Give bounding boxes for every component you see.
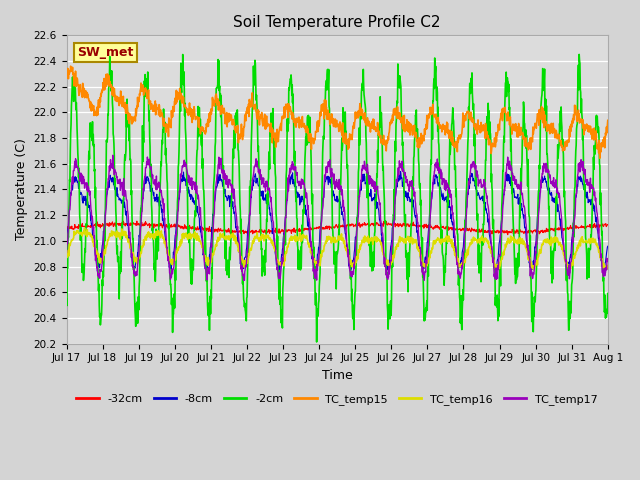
- Legend: -32cm, -8cm, -2cm, TC_temp15, TC_temp16, TC_temp17: -32cm, -8cm, -2cm, TC_temp15, TC_temp16,…: [72, 389, 602, 409]
- Text: SW_met: SW_met: [77, 46, 134, 59]
- Y-axis label: Temperature (C): Temperature (C): [15, 139, 28, 240]
- Title: Soil Temperature Profile C2: Soil Temperature Profile C2: [234, 15, 441, 30]
- X-axis label: Time: Time: [322, 369, 353, 382]
